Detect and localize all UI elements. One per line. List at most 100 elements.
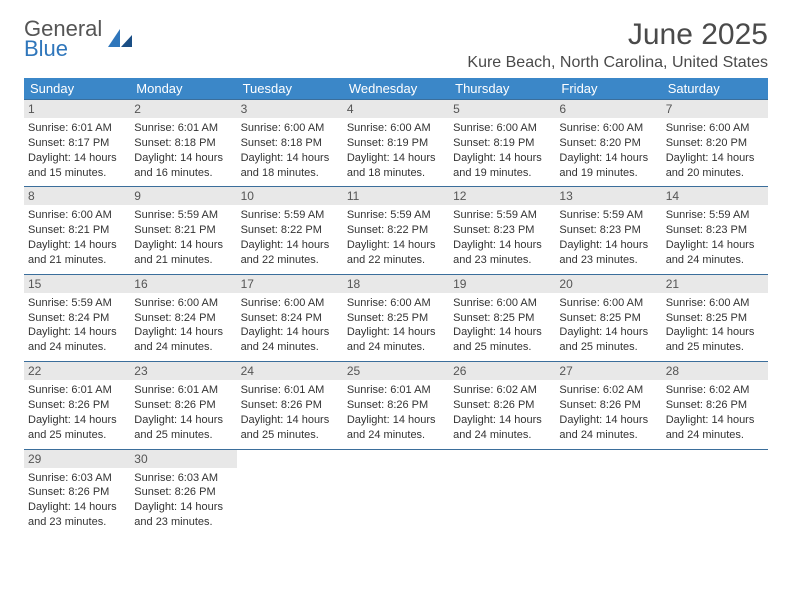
day-sunset: Sunset: 8:23 PM	[559, 223, 657, 238]
day-d1: Daylight: 14 hours	[666, 325, 764, 340]
day-d1: Daylight: 14 hours	[28, 325, 126, 340]
day-sunrise: Sunrise: 5:59 AM	[134, 208, 232, 223]
day-d1: Daylight: 14 hours	[453, 238, 551, 253]
day-d2: and 22 minutes.	[347, 253, 445, 268]
day-d1: Daylight: 14 hours	[28, 238, 126, 253]
day-cell: 5Sunrise: 6:00 AMSunset: 8:19 PMDaylight…	[449, 100, 555, 186]
day-cell: 14Sunrise: 5:59 AMSunset: 8:23 PMDayligh…	[662, 187, 768, 273]
day-sunset: Sunset: 8:23 PM	[453, 223, 551, 238]
day-sunrise: Sunrise: 6:00 AM	[559, 296, 657, 311]
day-d2: and 19 minutes.	[559, 166, 657, 181]
day-number: 16	[130, 275, 236, 293]
day-d2: and 18 minutes.	[241, 166, 339, 181]
month-title: June 2025	[467, 18, 768, 52]
day-sunset: Sunset: 8:26 PM	[347, 398, 445, 413]
day-sunset: Sunset: 8:21 PM	[28, 223, 126, 238]
day-cell: 13Sunrise: 5:59 AMSunset: 8:23 PMDayligh…	[555, 187, 661, 273]
day-d2: and 18 minutes.	[347, 166, 445, 181]
week-row: 8Sunrise: 6:00 AMSunset: 8:21 PMDaylight…	[24, 186, 768, 273]
day-sunset: Sunset: 8:19 PM	[453, 136, 551, 151]
day-d1: Daylight: 14 hours	[134, 151, 232, 166]
day-number: 3	[237, 100, 343, 118]
brand-sail-icon	[106, 27, 134, 54]
day-d1: Daylight: 14 hours	[559, 413, 657, 428]
day-sunset: Sunset: 8:25 PM	[453, 311, 551, 326]
day-sunrise: Sunrise: 6:02 AM	[666, 383, 764, 398]
day-number: 23	[130, 362, 236, 380]
day-d1: Daylight: 14 hours	[453, 151, 551, 166]
day-d2: and 24 minutes.	[666, 253, 764, 268]
day-d2: and 23 minutes.	[453, 253, 551, 268]
day-sunrise: Sunrise: 5:59 AM	[347, 208, 445, 223]
day-number: 25	[343, 362, 449, 380]
day-d1: Daylight: 14 hours	[28, 151, 126, 166]
day-d1: Daylight: 14 hours	[453, 325, 551, 340]
day-d2: and 24 minutes.	[666, 428, 764, 443]
day-d2: and 23 minutes.	[134, 515, 232, 530]
day-sunset: Sunset: 8:23 PM	[666, 223, 764, 238]
brand-logo: General Blue	[24, 18, 134, 60]
weeks-container: 1Sunrise: 6:01 AMSunset: 8:17 PMDaylight…	[24, 99, 768, 536]
day-d2: and 21 minutes.	[134, 253, 232, 268]
day-cell: 4Sunrise: 6:00 AMSunset: 8:19 PMDaylight…	[343, 100, 449, 186]
dow-tuesday: Tuesday	[237, 78, 343, 99]
day-number: 20	[555, 275, 661, 293]
day-sunrise: Sunrise: 6:00 AM	[28, 208, 126, 223]
day-cell: 1Sunrise: 6:01 AMSunset: 8:17 PMDaylight…	[24, 100, 130, 186]
day-cell: 29Sunrise: 6:03 AMSunset: 8:26 PMDayligh…	[24, 450, 130, 536]
day-number: 1	[24, 100, 130, 118]
day-d1: Daylight: 14 hours	[134, 413, 232, 428]
day-sunrise: Sunrise: 5:59 AM	[559, 208, 657, 223]
day-sunset: Sunset: 8:20 PM	[559, 136, 657, 151]
day-cell	[237, 450, 343, 536]
day-number: 11	[343, 187, 449, 205]
day-d2: and 24 minutes.	[347, 428, 445, 443]
day-sunset: Sunset: 8:24 PM	[28, 311, 126, 326]
day-cell: 25Sunrise: 6:01 AMSunset: 8:26 PMDayligh…	[343, 362, 449, 448]
calendar-page: General Blue June 2025 Kure Beach, North…	[0, 0, 792, 612]
day-sunrise: Sunrise: 6:00 AM	[666, 296, 764, 311]
day-sunrise: Sunrise: 6:01 AM	[134, 383, 232, 398]
day-sunset: Sunset: 8:20 PM	[666, 136, 764, 151]
day-sunrise: Sunrise: 6:00 AM	[666, 121, 764, 136]
day-d2: and 24 minutes.	[347, 340, 445, 355]
day-d2: and 15 minutes.	[28, 166, 126, 181]
day-number: 10	[237, 187, 343, 205]
day-d1: Daylight: 14 hours	[559, 151, 657, 166]
day-d1: Daylight: 14 hours	[666, 151, 764, 166]
day-sunset: Sunset: 8:26 PM	[559, 398, 657, 413]
day-sunrise: Sunrise: 6:02 AM	[453, 383, 551, 398]
day-sunset: Sunset: 8:18 PM	[134, 136, 232, 151]
day-number: 27	[555, 362, 661, 380]
day-d1: Daylight: 14 hours	[134, 500, 232, 515]
page-header: General Blue June 2025 Kure Beach, North…	[24, 18, 768, 72]
week-row: 15Sunrise: 5:59 AMSunset: 8:24 PMDayligh…	[24, 274, 768, 361]
location-text: Kure Beach, North Carolina, United State…	[467, 54, 768, 72]
day-sunrise: Sunrise: 6:00 AM	[241, 296, 339, 311]
day-cell: 9Sunrise: 5:59 AMSunset: 8:21 PMDaylight…	[130, 187, 236, 273]
day-of-week-row: Sunday Monday Tuesday Wednesday Thursday…	[24, 78, 768, 99]
day-d1: Daylight: 14 hours	[241, 238, 339, 253]
week-row: 29Sunrise: 6:03 AMSunset: 8:26 PMDayligh…	[24, 449, 768, 536]
day-d2: and 21 minutes.	[28, 253, 126, 268]
day-number: 9	[130, 187, 236, 205]
day-number: 6	[555, 100, 661, 118]
day-number: 12	[449, 187, 555, 205]
day-d1: Daylight: 14 hours	[241, 413, 339, 428]
day-d1: Daylight: 14 hours	[28, 500, 126, 515]
day-number: 18	[343, 275, 449, 293]
day-d2: and 20 minutes.	[666, 166, 764, 181]
day-number: 21	[662, 275, 768, 293]
day-sunrise: Sunrise: 6:01 AM	[28, 383, 126, 398]
day-d1: Daylight: 14 hours	[347, 325, 445, 340]
title-block: June 2025 Kure Beach, North Carolina, Un…	[467, 18, 768, 72]
day-d2: and 25 minutes.	[453, 340, 551, 355]
dow-wednesday: Wednesday	[343, 78, 449, 99]
day-d1: Daylight: 14 hours	[559, 238, 657, 253]
brand-word2: Blue	[24, 38, 102, 60]
day-d2: and 24 minutes.	[559, 428, 657, 443]
day-d1: Daylight: 14 hours	[28, 413, 126, 428]
day-sunrise: Sunrise: 6:03 AM	[134, 471, 232, 486]
dow-monday: Monday	[130, 78, 236, 99]
day-number: 29	[24, 450, 130, 468]
